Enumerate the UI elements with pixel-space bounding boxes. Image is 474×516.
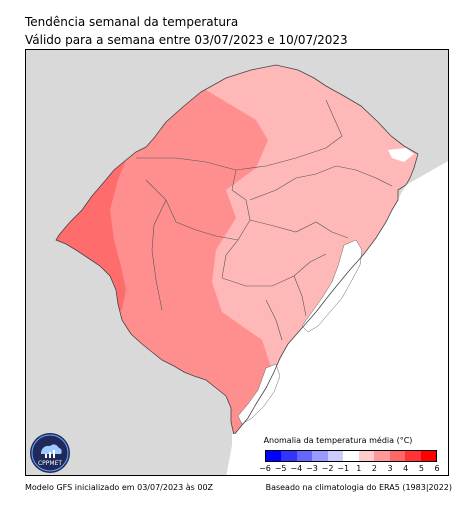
- map-svg: [26, 50, 448, 475]
- colorbar-tick-label: −5: [274, 464, 287, 473]
- colorbar: [265, 450, 437, 462]
- colorbar-tick-label: −6: [259, 464, 271, 473]
- ocean: [226, 161, 448, 475]
- colorbar-segment: [281, 451, 297, 461]
- footer-climatology-info: Baseado na climatologia do ERA5 (1983|20…: [265, 483, 452, 492]
- colorbar-tick-label: 3: [387, 464, 393, 473]
- map-subtitle: Válido para a semana entre 03/07/2023 e …: [25, 33, 348, 47]
- colorbar-segment: [343, 451, 359, 461]
- colorbar-tick-label: −2: [321, 464, 334, 473]
- colorbar-segment: [327, 451, 344, 461]
- colorbar-tick-label: 4: [403, 464, 409, 473]
- region-borders: [136, 99, 393, 341]
- colorbar-tick-label: 2: [371, 464, 377, 473]
- logo-text: CPPMET: [38, 460, 62, 467]
- colorbar-tick-label: −3: [306, 464, 318, 473]
- cppmet-logo-icon: CPPMET: [30, 433, 70, 473]
- colorbar-segment: [296, 451, 313, 461]
- colorbar-ticks: −6 −5 −4 −3 −2 −1 1 2 3 4 5 6: [259, 464, 440, 474]
- legend-title: Anomalia da temperatura média (°C): [263, 436, 413, 445]
- colorbar-segment: [312, 451, 328, 461]
- coastal-lagoon-north: [388, 148, 414, 162]
- lagoa-mirim: [237, 363, 281, 425]
- legend: Anomalia da temperatura média (°C) −6 −5−…: [232, 434, 444, 474]
- cppmet-logo: CPPMET: [29, 432, 71, 474]
- colorbar-segment: [405, 451, 421, 461]
- colorbar-tick-label: 1: [356, 464, 362, 473]
- colorbar-tick-label: −1: [337, 464, 350, 473]
- map-panel: [25, 49, 449, 476]
- colorbar-segment: [266, 451, 282, 461]
- colorbar-segment: [374, 451, 390, 461]
- map-title: Tendência semanal da temperatura: [25, 15, 239, 29]
- colorbar-tick-label: 6: [434, 464, 440, 473]
- colorbar-segment: [358, 451, 375, 461]
- colorbar-segment: [420, 451, 436, 461]
- colorbar-tick-label: 5: [418, 464, 424, 473]
- colorbar-tick-label: −4: [290, 464, 303, 473]
- colorbar-segment: [389, 451, 406, 461]
- lagoa-dos-patos: [301, 239, 363, 333]
- footer-model-info: Modelo GFS inicializado em 03/07/2023 às…: [25, 483, 214, 492]
